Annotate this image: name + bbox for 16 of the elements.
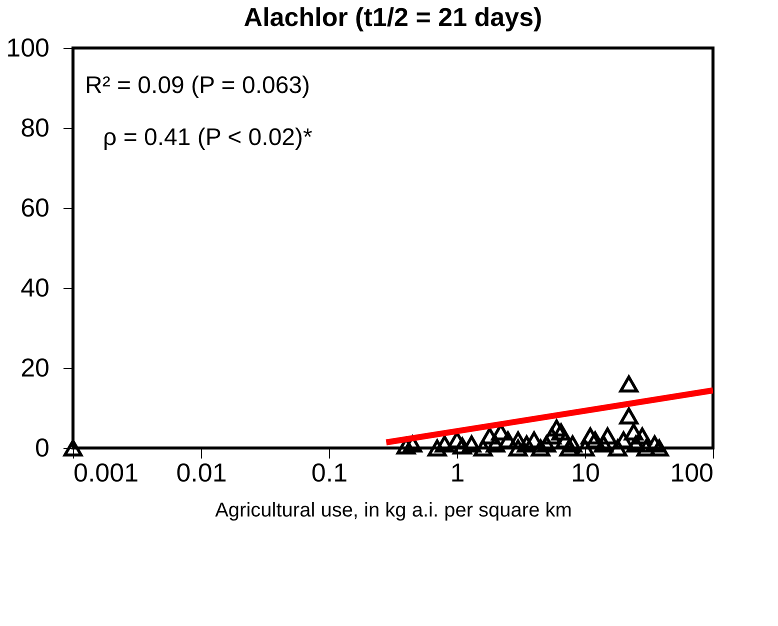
annotation: R² = 0.09 (P = 0.063) [85, 72, 310, 99]
x-tick-label: 0.1 [311, 458, 348, 488]
y-tick-label: 0 [35, 432, 50, 462]
x-axis-title: Agricultural use, in kg a.i. per square km [215, 500, 572, 522]
chart-title: Alachlor (t1/2 = 21 days) [244, 2, 542, 32]
x-tick-label: 1 [450, 458, 465, 488]
y-tick-label: 40 [20, 272, 50, 302]
x-tick-label: 0.001 [74, 458, 139, 488]
annotation: ρ = 0.41 (P < 0.02)* [103, 124, 312, 151]
y-tick-label: 80 [20, 112, 50, 142]
y-tick-label: 20 [20, 352, 50, 382]
y-tick-label: 60 [20, 192, 50, 222]
x-tick-label: 100 [670, 458, 714, 488]
y-tick-label: 100 [6, 32, 50, 62]
x-tick-label: 0.01 [176, 458, 227, 488]
x-tick-label: 10 [571, 458, 600, 488]
